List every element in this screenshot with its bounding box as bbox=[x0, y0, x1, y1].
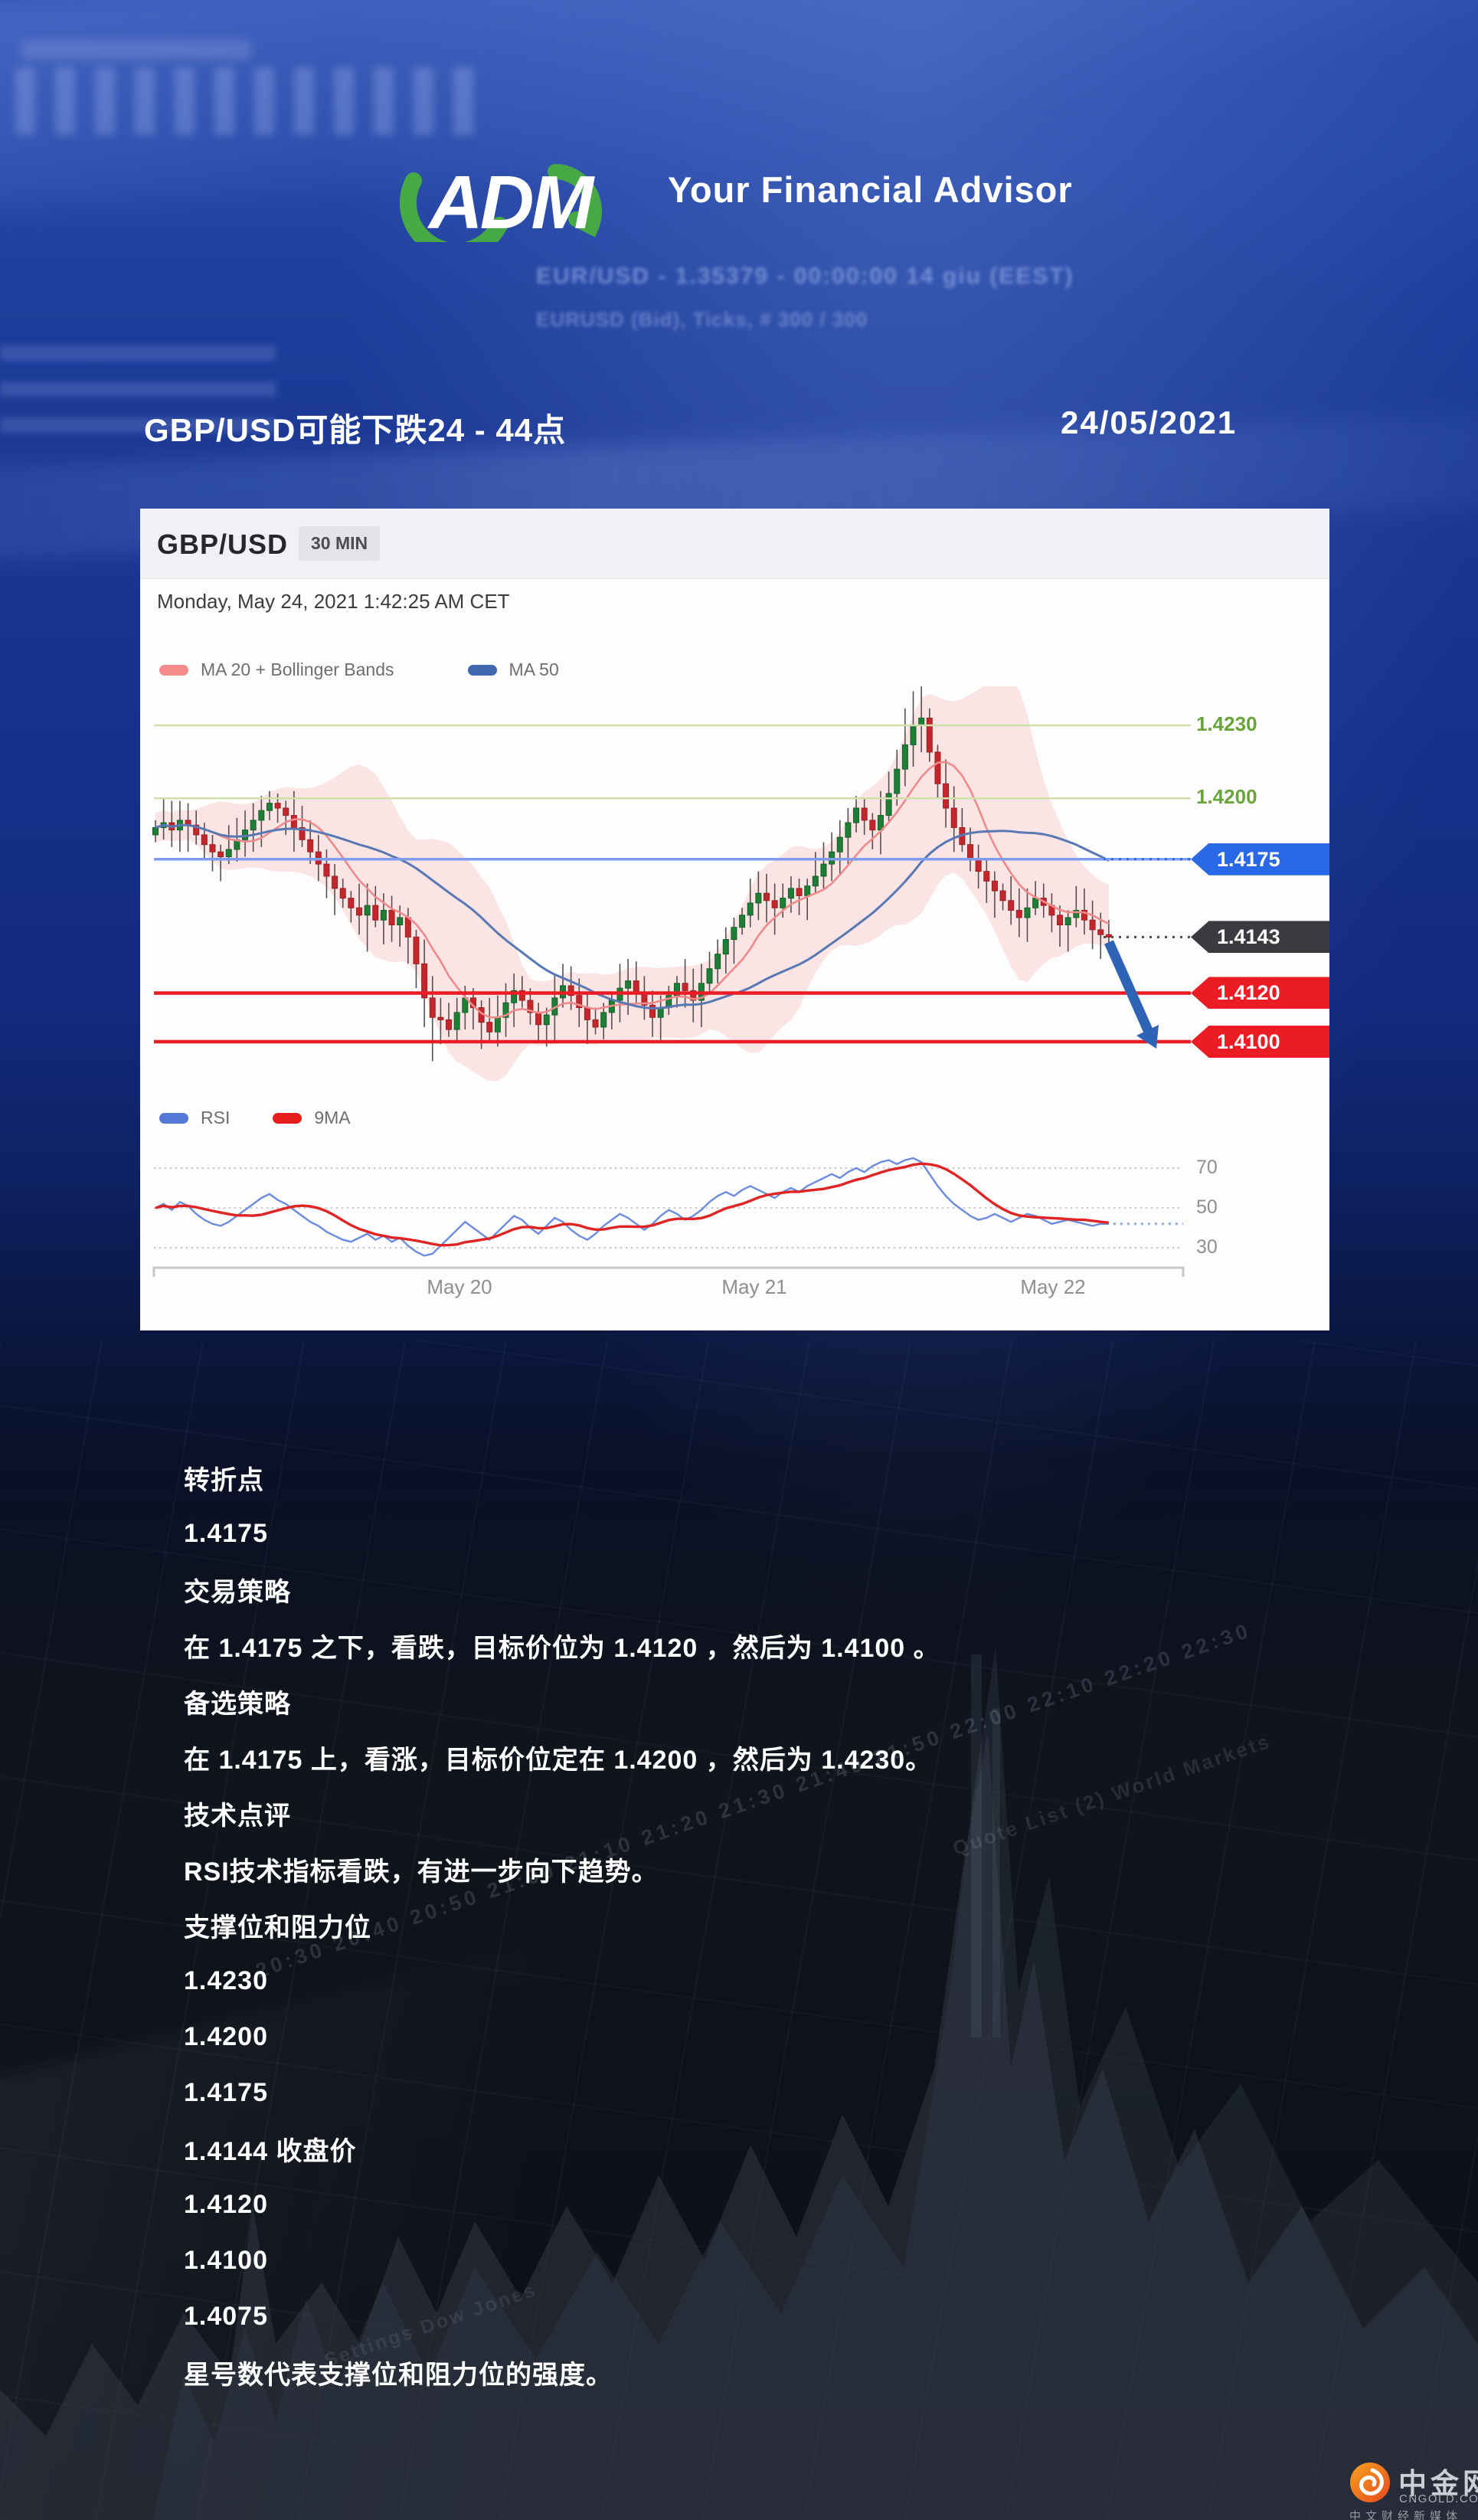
x-axis-label-may22: May 22 bbox=[1020, 1275, 1086, 1298]
logo-letters: ADM bbox=[427, 160, 596, 242]
analysis-heading-pivot: 转折点 bbox=[184, 1466, 264, 1495]
logo-swoosh-right bbox=[548, 164, 602, 237]
bg-quote-text: EUR/USD - 1.35379 - 00:00:00 14 giu (EES… bbox=[536, 263, 1074, 289]
analysis-alt-strategy-text: 在 1.4175 上，看涨，目标价位定在 1.4200 ，然后为 1.4230。 bbox=[184, 1746, 933, 1775]
bg-bar bbox=[971, 1654, 982, 2037]
page-date: 24/05/2021 bbox=[1061, 404, 1238, 440]
cngold-tagline: 中文财经新媒体 bbox=[1349, 2510, 1463, 2520]
bg-ticker-bars bbox=[21, 40, 251, 60]
bg-table-rows bbox=[0, 326, 276, 433]
bg-bar bbox=[992, 1708, 1000, 2037]
cngold-name: 中金网 bbox=[1398, 2468, 1478, 2499]
cngold-logo: 中金网 CNGOLD.COM.CN 中文财经新媒体 bbox=[1349, 2462, 1478, 2520]
chart-legend-main: MA 20 + Bollinger Bands MA 50 bbox=[159, 659, 559, 680]
legend-label-ma50: MA 50 bbox=[508, 659, 559, 679]
rsi-tick-50: 50 bbox=[1196, 1196, 1218, 1218]
page-title: GBP/USD可能下跌24 - 44点 bbox=[144, 412, 567, 448]
price-tag-support-1: 1.4120 bbox=[1191, 977, 1329, 1010]
analysis-level-6: 1.4075 bbox=[184, 2302, 268, 2331]
legend-label-rsi: RSI bbox=[201, 1108, 231, 1127]
bg-quote-subtext: EURUSD (Bid), Ticks, # 300 / 300 bbox=[536, 308, 868, 331]
analysis-comment-text: RSI技术指标看跌，有进一步向下趋势。 bbox=[184, 1857, 659, 1887]
bg-ticker-bars bbox=[15, 67, 490, 135]
rsi-tick-70: 70 bbox=[1196, 1157, 1218, 1178]
legend-swatch-ma20 bbox=[159, 664, 188, 676]
chart-symbol: GBP/USD bbox=[157, 529, 289, 560]
analysis-level-3: 1.4175 bbox=[184, 2078, 268, 2107]
x-axis-label-may20: May 20 bbox=[427, 1275, 492, 1298]
analysis-block: 转折点 1.4175 交易策略 在 1.4175 之下，看跌，目标价位为 1.4… bbox=[184, 1450, 1332, 2401]
chart-panel-header: GBP/USD 30 MIN bbox=[140, 509, 1329, 579]
price-tag-support-2: 1.4100 bbox=[1191, 1026, 1329, 1058]
analysis-level-2: 1.4200 bbox=[184, 2022, 268, 2051]
legend-swatch-ma50 bbox=[467, 664, 497, 676]
analysis-level-1: 1.4230 bbox=[184, 1966, 268, 1995]
brand-tagline: Your Financial Advisor bbox=[668, 169, 1073, 210]
analysis-level-4: 1.4120 bbox=[184, 2190, 268, 2219]
analysis-heading-levels: 支撑位和阻力位 bbox=[184, 1913, 371, 1942]
price-tag-pivot: 1.4175 bbox=[1191, 843, 1329, 875]
cngold-icon bbox=[1350, 2463, 1390, 2502]
chart-canvas bbox=[152, 686, 1191, 1277]
legend-swatch-9ma bbox=[273, 1112, 302, 1124]
x-axis-label-may21: May 21 bbox=[721, 1275, 787, 1298]
analysis-heading-strategy: 交易策略 bbox=[184, 1578, 291, 1607]
legend-swatch-rsi bbox=[159, 1112, 188, 1124]
analysis-level-close: 1.4144 收盘价 bbox=[184, 2137, 357, 2166]
analysis-footnote: 星号数代表支撑位和阻力位的强度。 bbox=[184, 2361, 613, 2390]
analysis-level-5: 1.4100 bbox=[184, 2246, 268, 2275]
chart-panel: GBP/USD 30 MIN Monday, May 24, 2021 1:42… bbox=[140, 509, 1329, 1330]
legend-label-ma20: MA 20 + Bollinger Bands bbox=[201, 659, 394, 679]
analysis-heading-alt-strategy: 备选策略 bbox=[184, 1690, 291, 1719]
price-label-resistance-1: 1.4230 bbox=[1196, 712, 1257, 735]
chart-timestamp: Monday, May 24, 2021 1:42:25 AM CET bbox=[157, 590, 510, 613]
price-tag-close: 1.4143 bbox=[1191, 921, 1329, 954]
analysis-strategy-text: 在 1.4175 之下，看跌，目标价位为 1.4120 ，然后为 1.4100 … bbox=[184, 1634, 940, 1663]
brand-header: ADM Your Financial Advisor bbox=[398, 152, 1241, 260]
brand-logo: ADM bbox=[400, 160, 602, 260]
legend-label-9ma: 9MA bbox=[314, 1108, 351, 1127]
chart-legend-rsi: RSI 9MA bbox=[159, 1108, 351, 1128]
chart-timeframe-badge: 30 MIN bbox=[299, 526, 381, 561]
analysis-pivot-value: 1.4175 bbox=[184, 1519, 268, 1548]
analysis-heading-comment: 技术点评 bbox=[184, 1802, 291, 1831]
rsi-tick-30: 30 bbox=[1196, 1236, 1218, 1258]
cngold-domain: CNGOLD.COM.CN bbox=[1399, 2492, 1478, 2505]
price-label-resistance-2: 1.4200 bbox=[1196, 785, 1257, 809]
